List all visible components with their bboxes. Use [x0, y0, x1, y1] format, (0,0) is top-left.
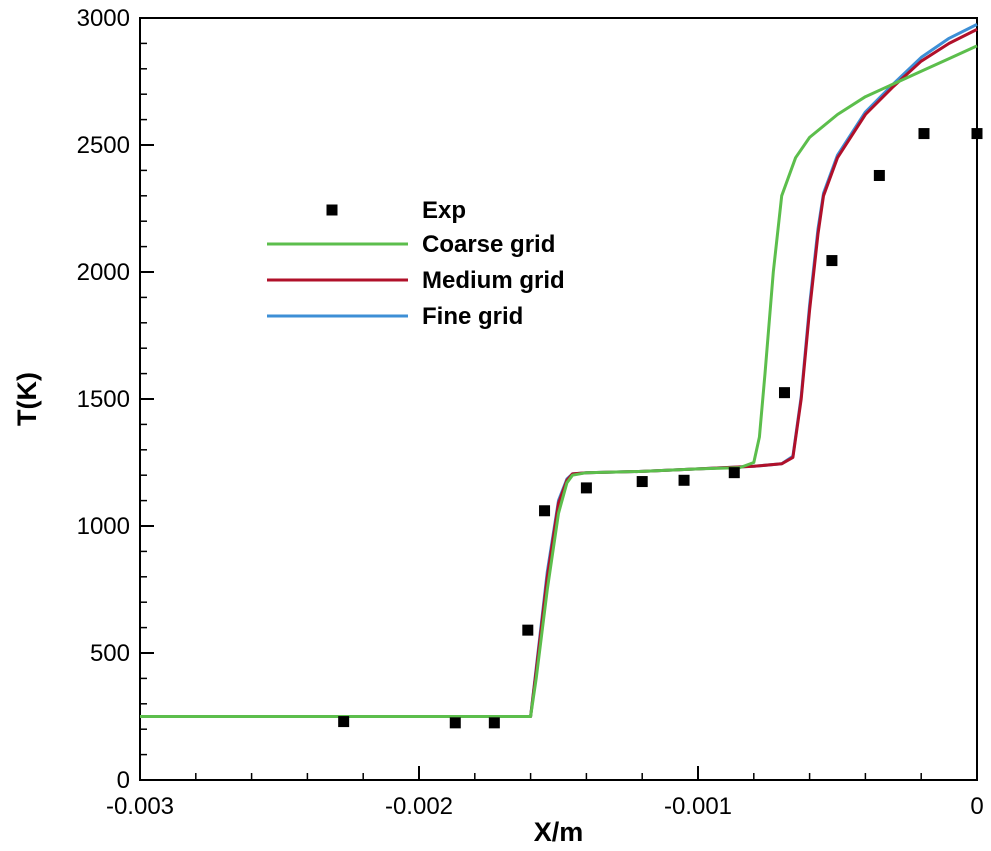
y-tick-label: 2500: [77, 132, 130, 159]
y-tick-label: 1500: [77, 386, 130, 413]
data-point-exp: [873, 169, 885, 181]
legend-label-medium-grid: Medium grid: [422, 267, 565, 294]
data-point-exp: [728, 467, 740, 479]
axes: -0.003 -0.002 -0.001 0 0 500 1000 1500 2000 2500 3…: [77, 5, 984, 820]
data-point-exp: [449, 717, 461, 729]
data-point-exp: [971, 128, 983, 140]
data-point-exp: [678, 474, 690, 486]
y-tick-label: 3000: [77, 5, 130, 32]
y-tick-label: 500: [90, 640, 130, 667]
data-point-exp: [488, 717, 500, 729]
data-point-exp: [539, 505, 551, 517]
y-tick-label: 2000: [77, 259, 130, 286]
series-line-coarse-grid: [140, 44, 978, 718]
data-point-exp: [918, 128, 930, 140]
series-line-medium-grid: [140, 28, 978, 718]
series-points: [338, 128, 983, 729]
x-axis-title: X/m: [534, 817, 584, 847]
legend-label-fine-grid: Fine grid: [422, 303, 523, 330]
data-point-exp: [338, 716, 350, 728]
x-tick-label: 0: [970, 793, 983, 820]
legend-marker-exp: [326, 204, 338, 216]
legend: Exp Coarse grid Medium grid Fine grid: [267, 197, 565, 330]
y-tick-label: 0: [117, 767, 130, 794]
y-axis-title: T(K): [12, 372, 42, 426]
y-tick-label: 1000: [77, 513, 130, 540]
data-point-exp: [778, 387, 790, 399]
x-tick-label: -0.003: [106, 793, 174, 820]
legend-label-exp: Exp: [422, 197, 466, 224]
series-lines: [140, 23, 978, 718]
x-tick-label: -0.002: [385, 793, 453, 820]
data-point-exp: [522, 624, 534, 636]
data-point-exp: [580, 482, 592, 494]
legend-label-coarse-grid: Coarse grid: [422, 231, 555, 258]
data-point-exp: [636, 476, 648, 488]
data-point-exp: [826, 255, 838, 267]
x-tick-label: -0.001: [664, 793, 732, 820]
